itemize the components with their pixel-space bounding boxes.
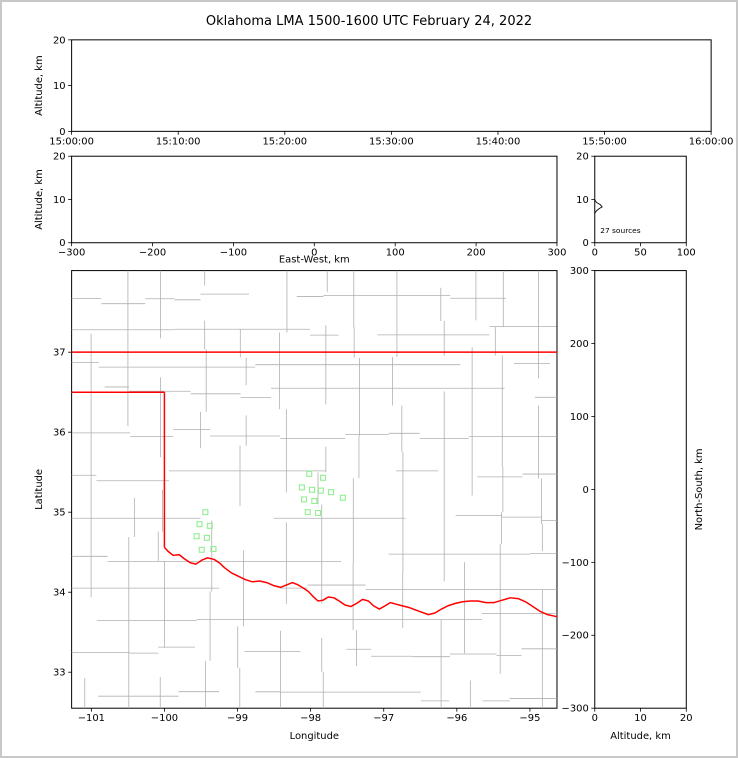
right-y-axis-label: North-South, km [694,448,705,530]
x-tick-label: 15:50:00 [582,136,627,147]
source-marker [196,521,203,528]
source-marker [317,487,324,494]
y-tick-label: 10 [53,81,66,92]
panel-frame [594,270,687,709]
x-axis-label: Longitude [290,731,339,742]
x-axis-label: Altitude, km [610,731,671,742]
panel-frame [71,39,712,132]
source-marker [301,496,308,503]
state-border-red-river [163,546,557,618]
x-axis-label: East-West, km [279,255,350,266]
x-tick-label: 16:00:00 [689,136,734,147]
x-tick-label: 50 [634,248,647,259]
x-tick-label: 15:30:00 [369,136,414,147]
y-tick-label: 20 [53,152,66,163]
y-tick-label: 0 [582,485,588,496]
source-marker [328,489,335,496]
x-tick-label: −100 [151,713,178,724]
x-tick-label: 300 [547,248,566,259]
x-tick-label: 200 [467,248,486,259]
y-axis-label: Altitude, km [34,55,45,116]
source-marker [198,546,205,553]
x-tick-label: 15:40:00 [476,136,521,147]
panel-plan_view: −101 −100 −99 −98 −97 −96 −95 33 34 35 36 37 Longitu… [34,270,558,742]
y-axis-label: Latitude [34,469,45,510]
y-tick-label: 37 [53,348,66,359]
y-tick-label: 0 [582,238,588,249]
annotation-source-count: 27 sources [600,226,641,235]
x-tick-label: −98 [300,713,321,724]
source-marker [210,545,217,553]
x-tick-label: 15:20:00 [262,136,307,147]
y-tick-label: 20 [576,152,589,163]
x-tick-label: −101 [78,713,105,724]
source-marker [304,509,311,516]
y-tick-label: 35 [53,508,66,519]
y-tick-label: 33 [53,668,66,679]
panel-ew_height: −300 −200 −100 0 100 200 300 0 10 20 East-West, km… [34,152,567,266]
y-tick-label: 300 [570,266,589,277]
source-marker [203,534,210,541]
y-tick-label: −100 [562,558,589,569]
altitude-histogram-line [594,199,603,214]
source-marker [320,474,327,481]
y-tick-label: 34 [53,588,66,599]
x-tick-label: 0 [592,248,598,259]
panel-time_height: 15:00:00 15:10:00 15:20:00 15:30:00 15:40:00… [34,35,734,147]
x-tick-label: −200 [139,248,166,259]
panel-ns_height: 0 10 20 300 200 100 0 −100 −200 −300 Altitude, km N… [562,266,706,742]
x-tick-label: 100 [386,248,405,259]
map-layers [71,270,557,709]
x-tick-label: 10 [634,713,647,724]
source-marker [202,509,209,516]
source-marker [314,509,322,517]
source-marker [309,486,316,493]
source-marker [311,498,318,505]
source-marker [339,494,346,501]
x-tick-label: 0 [311,248,317,259]
x-tick-label: 20 [680,713,693,724]
county-lines [71,270,557,709]
y-tick-label: 10 [576,195,589,206]
source-marker [193,533,200,540]
source-marker [206,522,213,529]
y-tick-label: 10 [53,195,66,206]
chart-title: Oklahoma LMA 1500-1600 UTC February 24, … [205,14,533,29]
panel-frame [71,155,558,244]
x-tick-label: 0 [592,713,598,724]
source-marker [298,484,305,491]
x-tick-label: −100 [220,248,247,259]
x-tick-label: 15:00:00 [49,136,94,147]
y-tick-label: 20 [53,35,66,46]
x-tick-label: −97 [373,713,394,724]
y-axis-label: Altitude, km [34,169,45,230]
y-tick-label: 0 [59,127,65,138]
x-tick-label: −300 [58,248,85,259]
y-tick-label: 0 [59,238,65,249]
panel-alt_hist: 27 sources 0 50 100 0 10 20 [576,152,696,259]
x-tick-label: −95 [519,713,540,724]
y-tick-label: −300 [562,704,589,715]
x-tick-label: 15:10:00 [156,136,201,147]
x-tick-label: −96 [446,713,467,724]
x-tick-label: −99 [227,713,248,724]
source-marker [306,470,313,477]
lightning-sources [193,470,346,553]
y-tick-label: 200 [570,339,589,350]
x-tick-label: 100 [677,248,696,259]
y-tick-label: −200 [562,631,589,642]
y-tick-label: 36 [53,428,66,439]
y-tick-label: 100 [570,412,589,423]
